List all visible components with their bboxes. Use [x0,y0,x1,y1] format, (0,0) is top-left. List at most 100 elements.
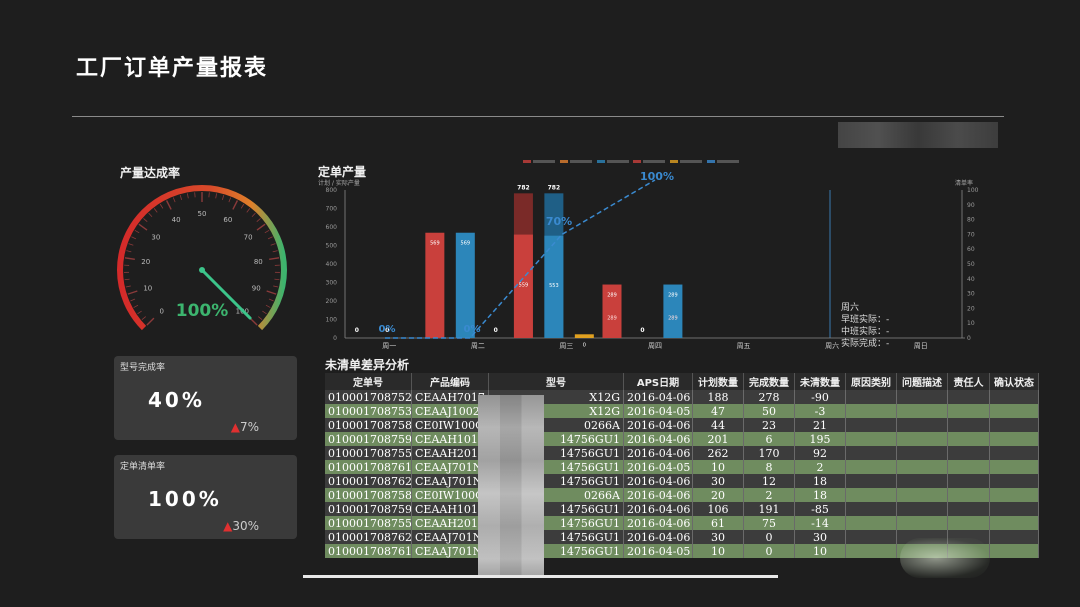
table-cell: 23 [743,418,795,432]
gauge-tick [128,243,134,246]
table-cell: 010001708761 [325,544,412,558]
table-row[interactable]: 010001708758 CE0IW100G 0266A 2016-04-06 44 23… [325,418,1039,432]
y2-tick-label: 10 [967,320,975,327]
table-cell: 10 [692,460,744,474]
table-cell [947,404,990,418]
table-cell: 30 [692,530,744,544]
bar-inner-label: 553 [549,283,559,289]
bar-inner-label: 289 [668,315,678,321]
table-cell: 010001708755 [325,516,412,530]
table-row[interactable]: 010001708759 CEAAH101N 14756GU1 2016-04-06 2… [325,432,1039,446]
table-title: 未清单差异分析 [325,358,410,372]
legend-swatch [707,160,715,163]
bar-value-label: 0 [385,327,389,334]
y2-tick-label: 70 [967,231,975,238]
table-cell [989,418,1039,432]
legend-swatch [523,160,531,163]
table-cell [989,446,1039,460]
y-tick-label: 700 [326,206,338,213]
table-cell: 75 [743,516,795,530]
table-row[interactable]: 010001708761 CEAAJ701N 14756GU1 2016-04-05 1… [325,460,1039,474]
x-tick-label: 周六 [825,341,839,350]
column-header[interactable]: 问题描述 [896,373,948,390]
table-cell: 8 [743,460,795,474]
gauge-tick [265,304,271,308]
table-cell: 010001708758 [325,418,412,432]
y-tick-label: 600 [326,224,338,231]
gauge-tick [274,278,280,281]
table-cell: 262 [692,446,744,460]
gauge-tick [137,310,142,315]
table-cell: -90 [794,390,846,404]
table-cell: 106 [692,502,744,516]
column-header[interactable]: 原因类别 [845,373,897,390]
table-cell: 2016-04-06 [623,446,693,460]
table-cell [896,502,948,516]
table-cell: 2016-04-06 [623,502,693,516]
table-cell: 2 [794,460,846,474]
bar-value-label: 289 [668,293,678,299]
column-header[interactable]: 确认状态 [989,373,1039,390]
legend-label-blur [717,160,739,163]
table-cell [947,418,990,432]
watermark-glow [900,538,990,578]
table-cell: 6 [743,432,795,446]
y2-tick-label: 80 [967,217,975,224]
table-row[interactable]: 010001708758 CE0IW100G 0266A 2016-04-06 20 2 1… [325,488,1039,502]
table-cell: 010001708753 [325,404,412,418]
bottom-scrollbar[interactable] [303,575,778,578]
table-cell: 010001708759 [325,432,412,446]
table-cell: CEAAH201N [411,446,489,460]
gauge-tick [165,200,172,210]
side-info-text: 实际完成：- [841,337,889,349]
column-header[interactable]: 计划数量 [692,373,744,390]
y2-tick-label: 0 [967,335,971,342]
kpi-label: 定单清单率 [120,462,166,472]
column-header[interactable]: 完成数量 [743,373,795,390]
table-row[interactable]: 010001708759 CEAAH101N 14756GU1 2016-04-06 1… [325,502,1039,516]
table-cell [896,516,948,530]
bar-value-label: 569 [430,241,440,247]
table-row[interactable]: 010001708755 CEAAH201N 14756GU1 2016-04-06 6… [325,516,1039,530]
column-header[interactable]: 型号 [488,373,624,390]
page-title: 工厂订单产量报表 [76,56,269,81]
pixelated-mask [478,395,544,577]
y-tick-label: 400 [326,261,338,268]
table-cell [845,530,897,544]
table-row[interactable]: 010001708752 CEAAH7017 X12G 2016-04-06 188 27… [325,390,1039,404]
table-cell [989,502,1039,516]
y2-tick-label: 60 [967,246,975,253]
table-cell: 170 [743,446,795,460]
line-point-label: 70% [546,215,572,228]
legend-swatch [670,160,678,163]
gauge-tick [186,193,189,199]
table-cell: 21 [794,418,846,432]
column-header[interactable]: APS日期 [623,373,693,390]
table-cell: 2016-04-05 [623,544,693,558]
y-tick-label: 100 [326,317,338,324]
line-point-label: 100% [640,170,674,183]
table-cell: 010001708755 [325,446,412,460]
table-cell: 2016-04-06 [623,474,693,488]
gauge-tick [256,218,261,223]
y2-tick-label: 100 [967,187,979,194]
gauge-tick [269,257,280,261]
table-cell: 2 [743,488,795,502]
table-cell [947,488,990,502]
gauge-tick-label: 70 [244,233,253,241]
y-axis-label: 计划 / 实际产量 [318,179,360,187]
table-row[interactable]: 010001708753 CEAAJ1002 X12G 2016-04-05 47 50-… [325,404,1039,418]
column-header[interactable]: 定单号 [325,373,412,390]
table-cell: 010001708759 [325,502,412,516]
table-cell: 47 [692,404,744,418]
column-header[interactable]: 未清数量 [794,373,846,390]
table-row[interactable]: 010001708762 CEAAJ701N 14756GU1 2016-04-06 3… [325,474,1039,488]
column-header[interactable]: 责任人 [947,373,990,390]
table-row[interactable]: 010001708755 CEAAH201N 14756GU1 2016-04-06 2… [325,446,1039,460]
gauge-tick-label: 80 [254,258,263,266]
table-cell: 20 [692,488,744,502]
kpi-trend: ▲30% [223,519,259,533]
bar-value-label: 0 [583,342,586,348]
column-header[interactable]: 产品编码 [411,373,489,390]
x-tick-label: 周日 [914,342,928,350]
